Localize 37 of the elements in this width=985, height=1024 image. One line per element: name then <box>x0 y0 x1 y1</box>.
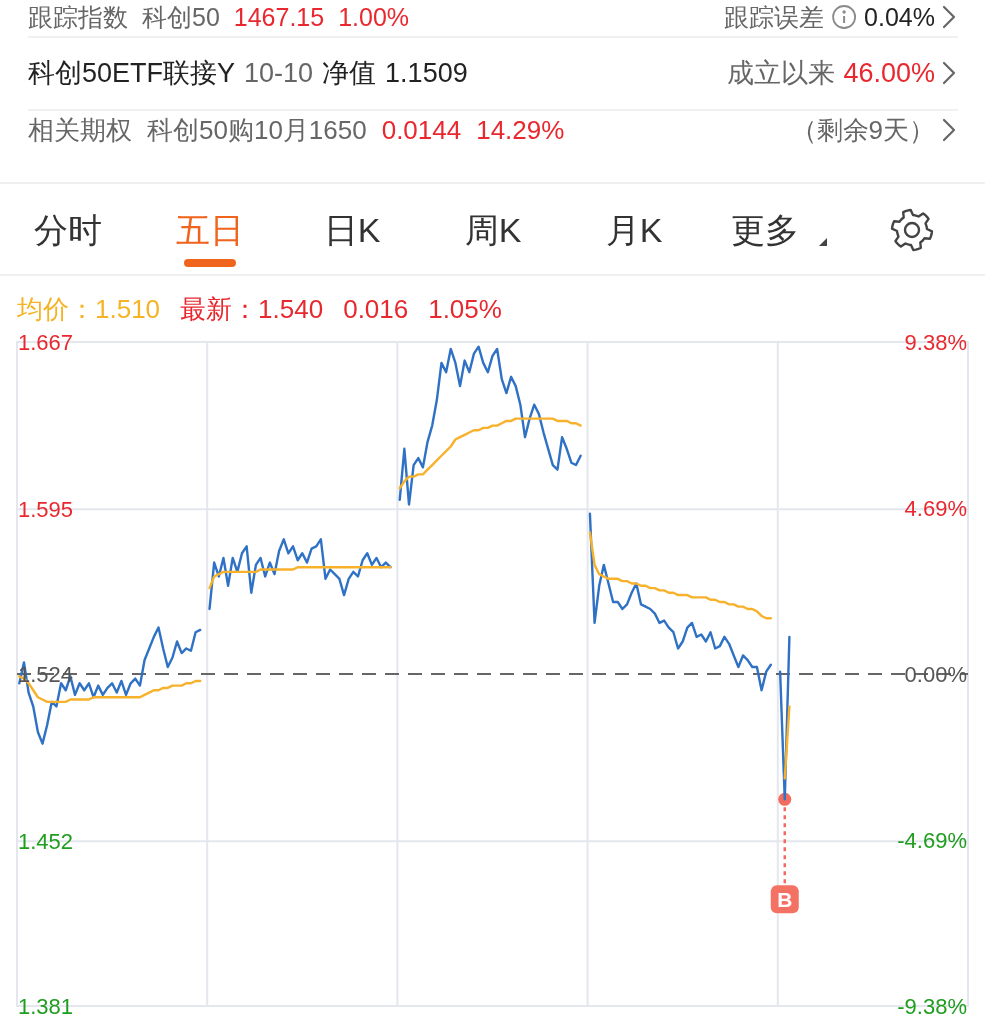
text: 相关期权 <box>28 115 132 145</box>
text: 五日 <box>176 211 244 249</box>
text: 科创50 <box>142 3 220 31</box>
text: 周K <box>464 211 522 249</box>
text: 科创50ETF联接Y <box>28 58 236 88</box>
text: 1.1509 <box>385 58 468 88</box>
text: 10-10 <box>244 58 314 88</box>
text: 月K <box>605 211 663 249</box>
text: 14.29% <box>476 115 565 145</box>
y-tick-label: 1.595 <box>18 496 74 522</box>
y-tick-label: 1.452 <box>18 828 74 854</box>
text: 净值 <box>322 58 377 88</box>
text: 跟踪误差 <box>724 3 825 31</box>
text: 日K <box>323 211 381 249</box>
y2-tick-label: 0.00% <box>904 661 967 687</box>
text: 跟踪指数 <box>28 3 128 31</box>
text: 46.00% <box>843 58 935 88</box>
text: 成立以来 <box>727 58 836 88</box>
y-tick-label: 1.667 <box>18 329 74 355</box>
text: 分时 <box>34 211 102 249</box>
text: 0.0144 <box>381 115 462 145</box>
text: 均价：1.510 <box>16 294 161 324</box>
y2-tick-label: 9.38% <box>904 329 967 355</box>
text: 1.05% <box>428 294 502 324</box>
text: 1467.15 <box>233 3 325 31</box>
text: 0.016 <box>343 294 409 324</box>
text: 0.04% <box>864 3 935 31</box>
y2-tick-label: 4.69% <box>904 495 967 521</box>
text: 科创50购10月1650 <box>147 115 367 145</box>
y2-tick-label: -9.38% <box>897 993 967 1019</box>
text: （剩余9天） <box>790 115 935 145</box>
annotation: B <box>777 887 793 911</box>
text: 最新：1.540 <box>180 294 324 324</box>
y2-tick-label: -4.69% <box>897 827 967 853</box>
text: 更多 <box>731 211 799 249</box>
text: 1.00% <box>338 3 410 31</box>
y-tick-label: 1.381 <box>18 993 74 1019</box>
